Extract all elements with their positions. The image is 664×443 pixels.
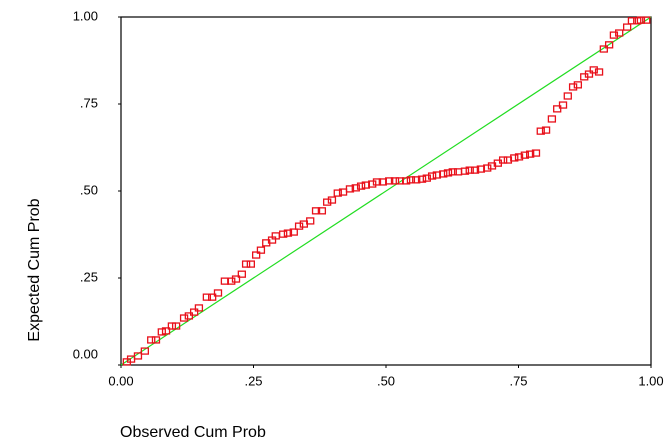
point [351,184,360,192]
point [390,177,400,185]
x-tick-label: .75 [509,373,527,388]
point [246,260,256,268]
point [547,115,557,123]
point [213,289,223,297]
point [417,175,427,183]
point [531,149,541,157]
point [368,180,377,188]
point [443,169,453,177]
point [470,166,480,174]
x-tick-label: .50 [377,373,395,388]
point [460,167,470,175]
point [140,347,150,355]
point [385,177,394,185]
point [208,293,217,301]
point [179,314,189,322]
point [615,29,624,37]
point [283,229,293,237]
point [573,81,583,89]
point [594,68,604,76]
point [151,336,161,344]
y-tick-label: .75 [80,95,98,110]
point [161,327,171,335]
point [184,312,193,320]
point [558,101,568,109]
point [401,177,411,185]
point [465,166,474,174]
point [563,92,572,100]
point [372,178,382,186]
point [279,230,288,238]
point [439,170,448,178]
point [510,154,519,162]
point [623,23,632,31]
point [157,328,166,336]
point [194,304,204,312]
point [323,198,332,206]
y-tick-label: .25 [80,269,98,284]
point [636,16,646,24]
point [453,168,463,176]
point [251,251,261,259]
point [627,17,637,25]
point [345,185,355,193]
point [202,293,212,301]
point [311,207,321,215]
point [422,174,431,182]
point [294,222,304,230]
point [171,322,181,330]
point [412,176,421,184]
point [227,277,236,285]
point [133,352,143,360]
point [483,164,492,172]
x-tick-label: 1.00 [638,373,663,388]
point [231,275,241,283]
point [609,31,619,39]
point [327,196,337,204]
point [147,336,156,344]
point [237,270,246,278]
y-tick-label: 1.00 [73,8,98,23]
point [520,151,530,159]
point [541,126,551,134]
reference-line [120,16,652,366]
x-tick-label: .25 [244,373,262,388]
point [498,156,508,164]
point [526,150,535,158]
y-tick-label: 0.00 [73,346,98,361]
point [167,322,177,330]
point [256,246,266,254]
point [584,70,594,78]
y-axis-title: Expected Cum Prob [26,198,43,341]
point [289,228,298,236]
point [604,41,614,49]
point [333,189,342,197]
point [589,66,598,74]
point [514,153,524,161]
point [427,172,437,180]
point [241,260,251,268]
y-tick-label: .50 [80,182,98,197]
point [406,176,416,184]
point [553,105,562,113]
point [642,16,651,24]
point [536,127,545,135]
point [599,45,608,53]
point [317,207,327,215]
point [568,83,578,91]
point [189,308,199,316]
point [306,217,315,225]
point [448,168,457,176]
x-tick-label: 0.00 [108,373,133,388]
x-axis-title: Observed Cum Prob [120,424,266,441]
point [356,182,366,190]
